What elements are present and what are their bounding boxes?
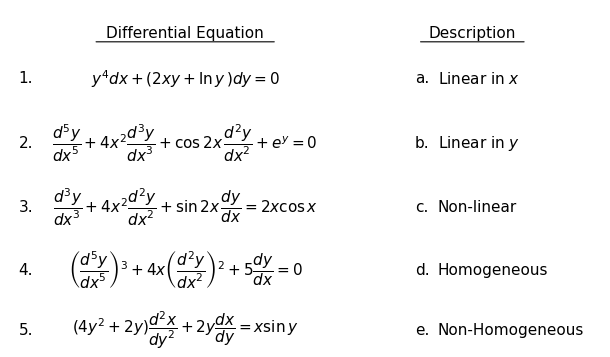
Text: 1.: 1. bbox=[19, 71, 33, 86]
Text: Non-linear: Non-linear bbox=[438, 200, 517, 215]
Text: 4.: 4. bbox=[19, 263, 33, 278]
Text: $\dfrac{d^5y}{dx^5} + 4x^2\dfrac{d^3y}{dx^3} + \cos 2x\,\dfrac{d^2y}{dx^2} + e^y: $\dfrac{d^5y}{dx^5} + 4x^2\dfrac{d^3y}{d… bbox=[52, 123, 318, 164]
Text: d.: d. bbox=[415, 263, 429, 278]
Text: e.: e. bbox=[415, 322, 429, 338]
Text: Non-Homogeneous: Non-Homogeneous bbox=[438, 322, 584, 338]
Text: Linear in $y$: Linear in $y$ bbox=[438, 134, 520, 153]
Text: $y^4dx + (2xy + \ln y\,)dy = 0$: $y^4dx + (2xy + \ln y\,)dy = 0$ bbox=[91, 68, 280, 90]
Text: b.: b. bbox=[415, 136, 429, 151]
Text: 3.: 3. bbox=[19, 200, 33, 215]
Text: 5.: 5. bbox=[19, 322, 33, 338]
Text: $(4y^2 + 2y)\dfrac{d^2x}{dy^2} + 2y\dfrac{dx}{dy} = x\sin y$: $(4y^2 + 2y)\dfrac{d^2x}{dy^2} + 2y\dfra… bbox=[72, 310, 298, 351]
Text: 2.: 2. bbox=[19, 136, 33, 151]
Text: Differential Equation: Differential Equation bbox=[106, 26, 264, 41]
Text: Homogeneous: Homogeneous bbox=[438, 263, 548, 278]
Text: a.: a. bbox=[415, 71, 429, 86]
Text: c.: c. bbox=[415, 200, 428, 215]
Text: $\dfrac{d^3y}{dx^3} + 4x^2\dfrac{d^2y}{dx^2} + \sin 2x\,\dfrac{dy}{dx} = 2x\cos : $\dfrac{d^3y}{dx^3} + 4x^2\dfrac{d^2y}{d… bbox=[52, 186, 318, 228]
Text: Linear in $x$: Linear in $x$ bbox=[438, 71, 520, 87]
Text: Description: Description bbox=[429, 26, 516, 41]
Text: $\left(\dfrac{d^5y}{dx^5}\right)^3 + 4x\left(\dfrac{d^2y}{dx^2}\right)^2 + 5\dfr: $\left(\dfrac{d^5y}{dx^5}\right)^3 + 4x\… bbox=[68, 250, 303, 291]
